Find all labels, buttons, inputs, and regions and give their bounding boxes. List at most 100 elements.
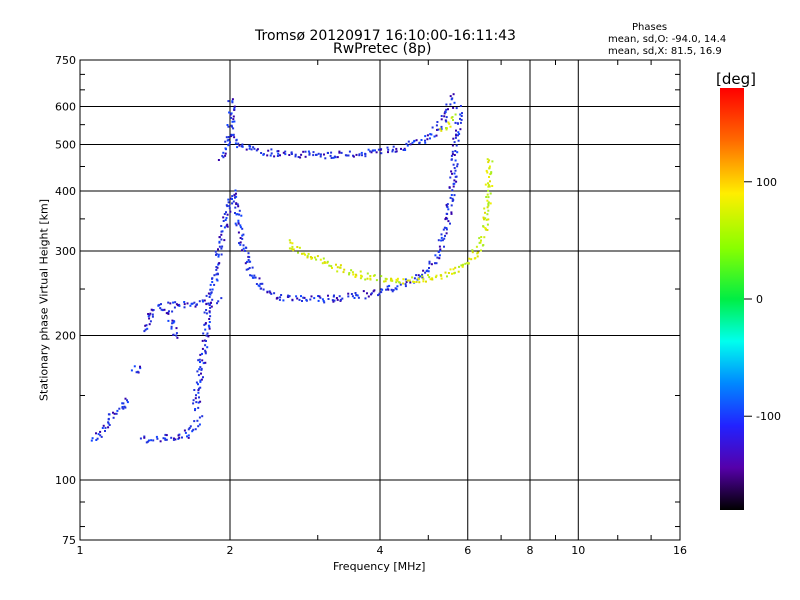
o-echo-point <box>241 237 244 240</box>
o-echo-point <box>220 233 223 236</box>
o-echo-point <box>241 227 244 230</box>
o-echo-point <box>247 252 250 255</box>
o-echo-point <box>261 282 264 285</box>
o-echo-point <box>187 436 190 439</box>
o-echo-point <box>170 436 173 439</box>
o-echo-point <box>344 154 347 157</box>
x-echo-point <box>487 209 490 212</box>
o-echo-point <box>403 147 406 150</box>
o-echo-point <box>178 436 181 439</box>
o-echo-point <box>400 147 402 150</box>
o-echo-point <box>286 295 289 298</box>
o-echo-point <box>370 293 372 296</box>
o-echo-point <box>247 268 250 271</box>
o-echo-point <box>450 211 453 214</box>
o-echo-point <box>149 312 152 315</box>
o-echo-point <box>165 312 168 315</box>
x-echo-point <box>491 185 494 187</box>
x-echo-point <box>487 189 490 192</box>
o-echo-point <box>211 277 214 280</box>
o-echo-point <box>331 299 334 302</box>
x-echo-point <box>402 282 405 285</box>
x-echo-point <box>490 172 493 175</box>
o-echo-point <box>208 327 211 330</box>
o-echo-point <box>177 434 180 437</box>
o-echo-point <box>233 108 236 111</box>
o-echo-point <box>442 228 445 231</box>
o-echo-point <box>193 301 196 304</box>
o-echo-point <box>229 141 231 144</box>
o-echo-point <box>220 253 223 256</box>
x-echo-point <box>302 252 305 255</box>
o-echo-point <box>449 103 452 106</box>
o-echo-point <box>356 294 359 297</box>
o-echo-point <box>107 417 110 420</box>
o-echo-point <box>209 288 212 291</box>
o-echo-point <box>175 327 178 330</box>
o-echo-point <box>418 141 421 144</box>
x-tick-label: 16 <box>673 544 687 557</box>
o-echo-point <box>158 303 161 306</box>
o-echo-point <box>215 273 218 276</box>
colorbar-label: [deg] <box>716 70 756 88</box>
o-echo-point <box>435 134 438 137</box>
x-echo-point <box>369 275 372 277</box>
o-echo-point <box>402 149 405 151</box>
x-echo-point <box>487 218 490 221</box>
o-echo-point <box>391 148 394 151</box>
o-echo-point <box>207 335 210 338</box>
o-echo-point <box>187 434 190 437</box>
o-echo-point <box>319 155 322 158</box>
o-echo-point <box>336 156 339 159</box>
x-echo-point <box>447 121 450 124</box>
o-echo-point <box>439 248 442 251</box>
o-echo-point <box>294 153 297 156</box>
o-echo-point <box>437 250 440 253</box>
x-echo-point <box>440 277 443 280</box>
o-echo-point <box>204 361 207 364</box>
o-echo-point <box>231 120 234 123</box>
o-echo-point <box>187 428 190 431</box>
o-echo-point <box>198 368 201 371</box>
o-echo-point <box>404 285 407 288</box>
o-echo-point <box>305 298 308 301</box>
x-echo-point <box>351 271 354 274</box>
x-echo-point <box>383 280 385 283</box>
x-tick-label: 8 <box>527 544 534 557</box>
x-echo-point <box>359 270 362 273</box>
o-echo-point <box>441 239 444 242</box>
o-echo-point <box>235 192 237 195</box>
o-echo-point <box>205 309 208 311</box>
o-echo-point <box>353 297 356 299</box>
o-echo-point <box>170 327 173 330</box>
o-echo-point <box>413 277 416 280</box>
o-echo-point <box>199 400 202 403</box>
o-echo-point <box>203 299 206 302</box>
o-echo-point <box>232 118 235 121</box>
o-echo-point <box>226 213 229 216</box>
o-echo-point <box>183 429 186 432</box>
o-echo-point <box>443 112 446 115</box>
o-echo-point <box>452 106 455 109</box>
o-echo-point <box>225 211 227 214</box>
o-echo-point <box>205 334 208 337</box>
o-echo-point <box>367 148 370 151</box>
x-echo-point <box>487 204 490 207</box>
o-echo-point <box>165 438 168 441</box>
x-echo-point <box>482 244 485 246</box>
o-echo-point <box>308 152 311 155</box>
x-echo-point <box>483 207 486 210</box>
o-echo-point <box>130 369 133 372</box>
o-echo-point <box>231 100 234 103</box>
o-echo-point <box>446 206 449 209</box>
o-echo-point <box>216 272 219 275</box>
o-echo-point <box>151 315 154 318</box>
x-echo-point <box>454 266 457 269</box>
o-echo-point <box>378 292 381 295</box>
o-echo-point <box>198 358 201 361</box>
o-echo-point <box>380 152 383 155</box>
o-echo-point <box>107 421 110 424</box>
o-echo-point <box>143 330 146 333</box>
o-echo-point <box>233 120 236 123</box>
x-echo-point <box>359 277 362 280</box>
